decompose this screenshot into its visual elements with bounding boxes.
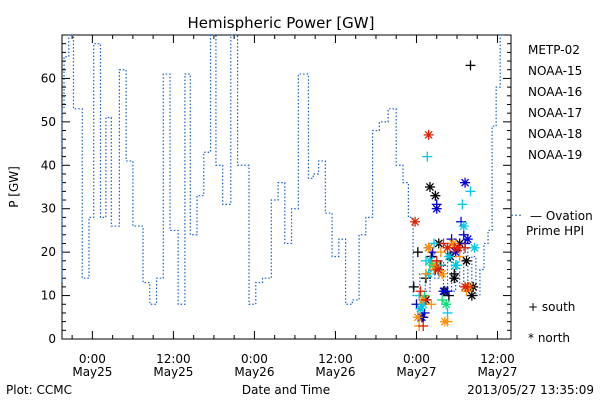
x-tick-time: 0:00 (79, 352, 106, 366)
north-marker (423, 129, 434, 140)
south-marker-legend: + south (528, 300, 575, 314)
north-marker (453, 242, 464, 253)
north-marker (433, 264, 444, 275)
x-tick-time: 12:00 (480, 352, 515, 366)
north-marker (441, 299, 452, 310)
south-marker (458, 229, 469, 240)
y-tick-label: 40 (41, 158, 56, 172)
north-marker (439, 316, 450, 327)
north-marker (431, 203, 442, 214)
x-axis-label: Date and Time (242, 383, 330, 397)
north-marker (460, 281, 471, 292)
y-tick-label: 30 (41, 202, 56, 216)
south-marker (442, 307, 453, 318)
legend-item: NOAA-18 (528, 127, 582, 141)
south-marker (465, 60, 476, 71)
north-marker (450, 260, 461, 271)
footer-left: Plot: CCMC (6, 383, 72, 397)
legend-item: NOAA-15 (528, 64, 582, 78)
y-tick-label: 0 (48, 332, 56, 346)
south-marker (426, 299, 437, 310)
footer-timestamp: 2013/05/27 13:35:09 (467, 383, 594, 397)
x-axis: 0:00May2512:00May250:00May2612:00May260:… (71, 35, 518, 379)
north-marker (460, 177, 471, 188)
legend-item: NOAA-17 (528, 106, 582, 120)
north-marker (430, 190, 441, 201)
south-marker (422, 151, 433, 162)
y-tick-label: 60 (41, 71, 56, 85)
legend-item: NOAA-16 (528, 85, 582, 99)
south-marker (438, 238, 449, 249)
south-marker (437, 294, 448, 305)
x-tick-time: 0:00 (241, 352, 268, 366)
x-tick-date: May25 (72, 365, 112, 379)
x-tick-date: May27 (396, 365, 436, 379)
y-tick-label: 50 (41, 115, 56, 129)
north-marker (443, 251, 454, 262)
north-marker (466, 290, 477, 301)
north-marker (442, 242, 453, 253)
north-marker (438, 286, 449, 297)
south-marker (415, 286, 426, 297)
south-marker (454, 251, 465, 262)
north-marker-legend: * north (528, 331, 570, 345)
north-marker (447, 238, 458, 249)
south-marker (429, 238, 440, 249)
x-tick-date: May27 (477, 365, 517, 379)
south-marker (412, 247, 423, 258)
north-marker (410, 216, 421, 227)
north-marker (462, 234, 473, 245)
south-marker (431, 255, 442, 266)
y-axis-label: P [GW] (7, 166, 21, 208)
hpi-line (61, 34, 505, 305)
north-marker (412, 312, 423, 323)
ovation-indicator: — Ovation Prime HPI (526, 209, 593, 238)
south-marker (465, 186, 476, 197)
x-tick-time: 12:00 (318, 352, 353, 366)
y-axis: 0 10 20 30 40 50 60 (41, 43, 511, 346)
x-tick-date: May26 (315, 365, 355, 379)
south-marker (408, 281, 419, 292)
x-tick-date: May26 (234, 365, 274, 379)
north-marker (458, 221, 469, 232)
x-tick-time: 12:00 (156, 352, 191, 366)
y-tick-label: 20 (41, 245, 56, 259)
legend-item: METP-02 (528, 43, 580, 57)
ovation-label-line2: Prime HPI (526, 224, 584, 238)
north-marker (449, 273, 460, 284)
ovation-label-line1: — Ovation (530, 209, 593, 223)
north-marker (469, 242, 480, 253)
chart-title: Hemispheric Power [GW] (188, 14, 375, 32)
north-marker (461, 255, 472, 266)
x-tick-time: 0:00 (403, 352, 430, 366)
y-tick-label: 10 (41, 289, 56, 303)
north-marker (424, 182, 435, 192)
x-tick-date: May25 (153, 365, 193, 379)
south-marker (435, 247, 446, 258)
south-marker (457, 199, 468, 210)
south-marker (443, 290, 454, 301)
legend: METP-02 NOAA-15 NOAA-16 NOAA-17 NOAA-18 NOAA-… (528, 43, 582, 162)
north-marker (423, 242, 434, 253)
south-marker (418, 320, 429, 331)
hpi-series (61, 34, 521, 305)
south-marker (420, 268, 431, 279)
legend-item: NOAA-19 (528, 148, 582, 162)
satellite-markers (408, 60, 480, 331)
south-marker (420, 294, 431, 305)
